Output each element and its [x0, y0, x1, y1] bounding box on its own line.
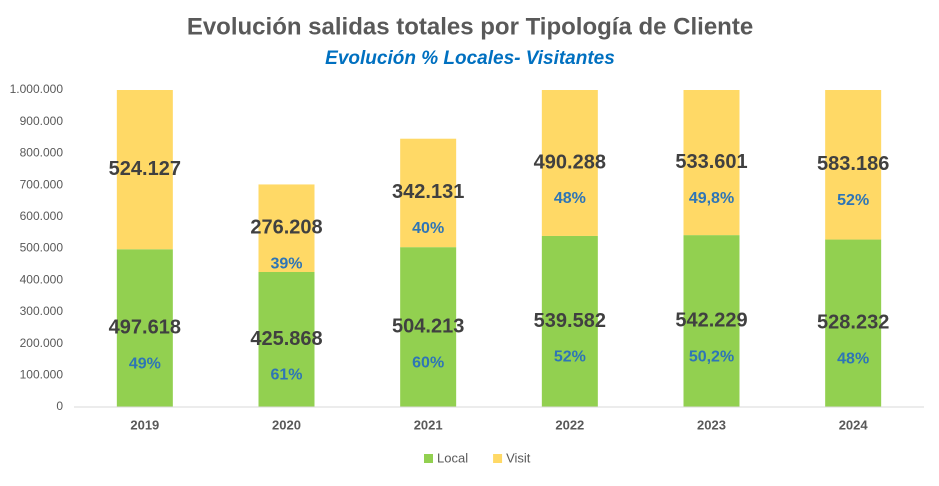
y-tick-label: 1.000.000: [10, 82, 64, 96]
value-label: 504.213: [392, 315, 464, 337]
bar-segment: [400, 138, 457, 248]
chart-title: Evolución salidas totales por Tipología …: [187, 13, 753, 40]
x-tick-label: 2019: [130, 417, 159, 432]
y-tick-label: 100.000: [20, 367, 64, 381]
bar-segment: [825, 239, 882, 407]
share-label: 49,8%: [689, 190, 734, 207]
y-tick-label: 200.000: [20, 336, 64, 350]
y-tick-label: 400.000: [20, 272, 64, 286]
legend-label: Local: [437, 450, 468, 465]
x-tick-label: 2021: [414, 417, 443, 432]
chart-subtitle: Evolución % Locales- Visitantes: [325, 48, 615, 69]
y-tick-label: 300.000: [20, 304, 64, 318]
y-tick-label: 0: [56, 399, 63, 413]
share-label: 52%: [554, 349, 586, 366]
legend-swatch: [424, 454, 433, 463]
bar-segment: [541, 235, 598, 407]
share-label: 60%: [412, 354, 444, 371]
value-label: 490.288: [534, 151, 606, 173]
bar-segment: [258, 184, 315, 272]
value-label: 276.208: [250, 217, 322, 239]
y-tick-label: 900.000: [20, 114, 64, 128]
bar-segment: [683, 235, 740, 407]
x-tick-label: 2023: [697, 417, 726, 432]
bar-segment: [683, 90, 740, 236]
share-label: 48%: [837, 350, 869, 367]
value-label: 342.131: [392, 181, 464, 203]
x-tick-label: 2024: [839, 417, 869, 432]
y-tick-label: 800.000: [20, 146, 64, 160]
share-label: 39%: [270, 255, 302, 272]
value-label: 528.232: [817, 312, 889, 334]
value-label: 583.186: [817, 153, 889, 175]
bar-segment: [116, 90, 173, 250]
y-tick-label: 500.000: [20, 241, 64, 255]
share-label: 50,2%: [689, 348, 734, 365]
legend-label: Visit: [506, 450, 531, 465]
share-label: 49%: [129, 355, 161, 372]
share-label: 48%: [554, 190, 586, 207]
value-label: 497.618: [109, 316, 181, 338]
x-tick-label: 2020: [272, 417, 301, 432]
bar-segment: [825, 90, 882, 240]
plot-area: [116, 90, 882, 407]
bar-segment: [116, 249, 173, 407]
value-label: 425.868: [250, 328, 322, 350]
share-label: 52%: [837, 192, 869, 209]
y-tick-label: 700.000: [20, 177, 64, 191]
bar-segment: [258, 271, 315, 407]
bar-segment: [541, 90, 598, 236]
value-label: 524.127: [109, 158, 181, 180]
value-label: 539.582: [534, 310, 606, 332]
legend-swatch: [493, 454, 503, 463]
x-tick-label: 2022: [555, 417, 584, 432]
y-tick-label: 600.000: [20, 209, 64, 223]
value-label: 542.229: [675, 309, 747, 331]
bar-segment: [400, 247, 457, 407]
value-label: 533.601: [675, 151, 747, 173]
share-label: 61%: [270, 367, 302, 384]
share-label: 40%: [412, 220, 444, 237]
